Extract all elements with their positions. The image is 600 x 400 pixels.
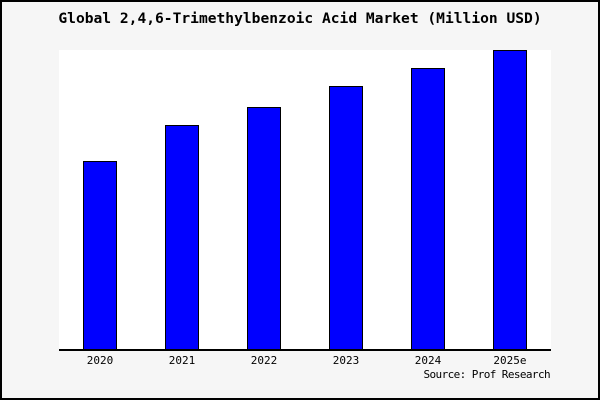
bar-2024 bbox=[411, 68, 445, 350]
bar-2022 bbox=[247, 107, 281, 350]
x-tick-label-2025e: 2025e bbox=[493, 354, 527, 367]
bar-2021 bbox=[165, 125, 199, 350]
bar-2023 bbox=[329, 86, 363, 350]
x-tick-label-2024: 2024 bbox=[414, 354, 442, 367]
x-tick-label-2020: 2020 bbox=[86, 354, 114, 367]
bars-layer bbox=[59, 50, 551, 350]
x-tick-label-2023: 2023 bbox=[332, 354, 360, 367]
chart-title: Global 2,4,6-Trimethylbenzoic Acid Marke… bbox=[58, 10, 542, 27]
bar-2020 bbox=[82, 161, 117, 350]
x-tick-label-2022: 2022 bbox=[250, 354, 278, 367]
x-axis-line bbox=[59, 349, 551, 351]
source-credit: Source: Prof Research bbox=[423, 368, 551, 381]
bar-2025e bbox=[492, 50, 527, 350]
plot-area bbox=[59, 50, 551, 351]
x-tick-label-2021: 2021 bbox=[168, 354, 196, 367]
x-axis-tick-labels: 2020 2021 2022 2023 2024 2025e bbox=[59, 355, 551, 369]
